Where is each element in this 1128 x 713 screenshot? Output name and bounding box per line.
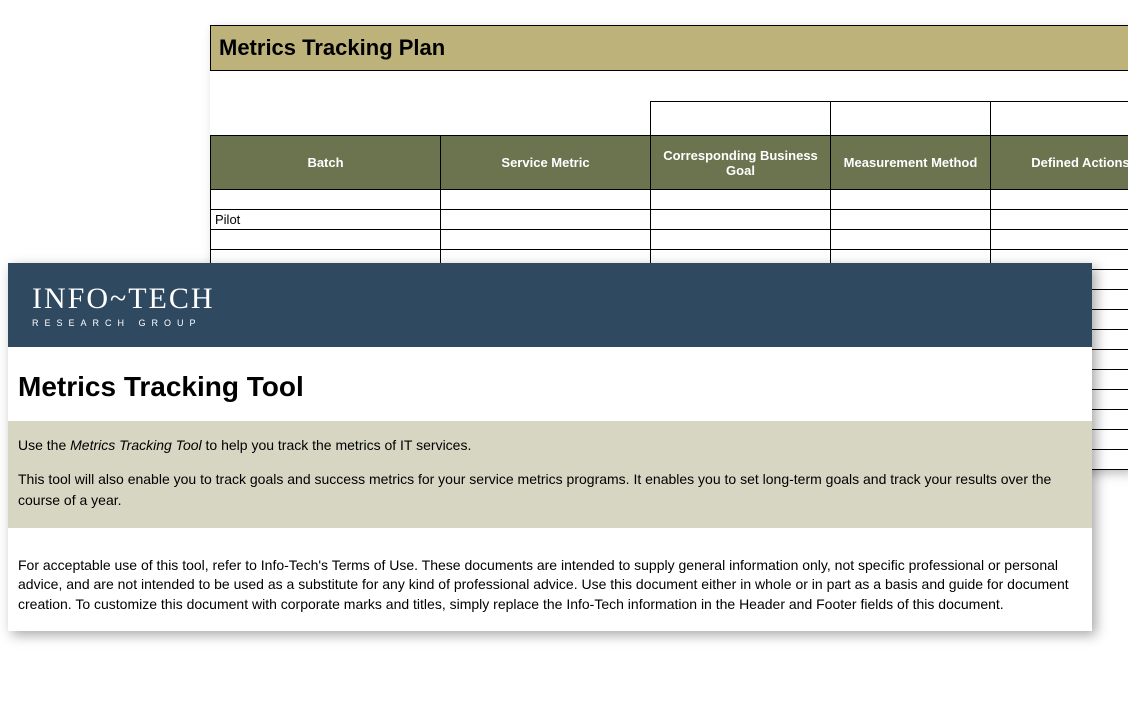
- table-cell[interactable]: [831, 190, 991, 210]
- table-cell[interactable]: Pilot: [211, 210, 441, 230]
- spacer: [210, 71, 1128, 101]
- table-cell[interactable]: [211, 230, 441, 250]
- table-row: [211, 190, 1128, 210]
- table-row: Pilot: [211, 210, 1128, 230]
- brand-subtitle: RESEARCH GROUP: [32, 318, 1092, 328]
- table-pre-header-row: [211, 102, 1128, 136]
- table-cell[interactable]: [651, 190, 831, 210]
- table-column-header: Batch: [211, 136, 441, 190]
- table-cell[interactable]: [441, 210, 651, 230]
- table-cell[interactable]: [651, 230, 831, 250]
- table-row: [211, 230, 1128, 250]
- table-cell[interactable]: [441, 230, 651, 250]
- table-cell[interactable]: [441, 190, 651, 210]
- plan-title-bar: Metrics Tracking Plan: [210, 25, 1128, 71]
- metrics-tool-sheet: INFO~TECH RESEARCH GROUP Metrics Trackin…: [8, 263, 1092, 631]
- table-pre-header-cell: [441, 102, 651, 136]
- intro-prefix: Use the: [18, 437, 70, 453]
- table-cell[interactable]: [991, 230, 1128, 250]
- table-column-header: Corresponding Business Goal: [651, 136, 831, 190]
- table-column-header: Measurement Method: [831, 136, 991, 190]
- table-column-header: Defined Actions: [991, 136, 1128, 190]
- intro-suffix: to help you track the metrics of IT serv…: [202, 437, 472, 453]
- table-cell[interactable]: [831, 230, 991, 250]
- table-pre-header-cell: [651, 102, 831, 136]
- table-pre-header-cell: [211, 102, 441, 136]
- table-header-row: BatchService MetricCorresponding Busines…: [211, 136, 1128, 190]
- table-pre-header-cell: [831, 102, 991, 136]
- plan-title: Metrics Tracking Plan: [219, 35, 445, 61]
- intro-paragraph-2: This tool will also enable you to track …: [18, 469, 1082, 510]
- intro-box: Use the Metrics Tracking Tool to help yo…: [8, 421, 1092, 528]
- table-cell[interactable]: [831, 210, 991, 230]
- table-cell[interactable]: [211, 190, 441, 210]
- intro-paragraph-1: Use the Metrics Tracking Tool to help yo…: [18, 435, 1082, 455]
- brand-logo-text: INFO~TECH: [32, 282, 1092, 316]
- table-cell[interactable]: [991, 210, 1128, 230]
- brand-bar: INFO~TECH RESEARCH GROUP: [8, 263, 1092, 347]
- table-pre-header-cell: [991, 102, 1128, 136]
- intro-tool-name: Metrics Tracking Tool: [70, 437, 201, 453]
- table-cell[interactable]: [991, 190, 1128, 210]
- disclaimer-text: For acceptable use of this tool, refer t…: [8, 528, 1092, 631]
- table-cell[interactable]: [651, 210, 831, 230]
- tool-title: Metrics Tracking Tool: [8, 347, 1092, 421]
- table-column-header: Service Metric: [441, 136, 651, 190]
